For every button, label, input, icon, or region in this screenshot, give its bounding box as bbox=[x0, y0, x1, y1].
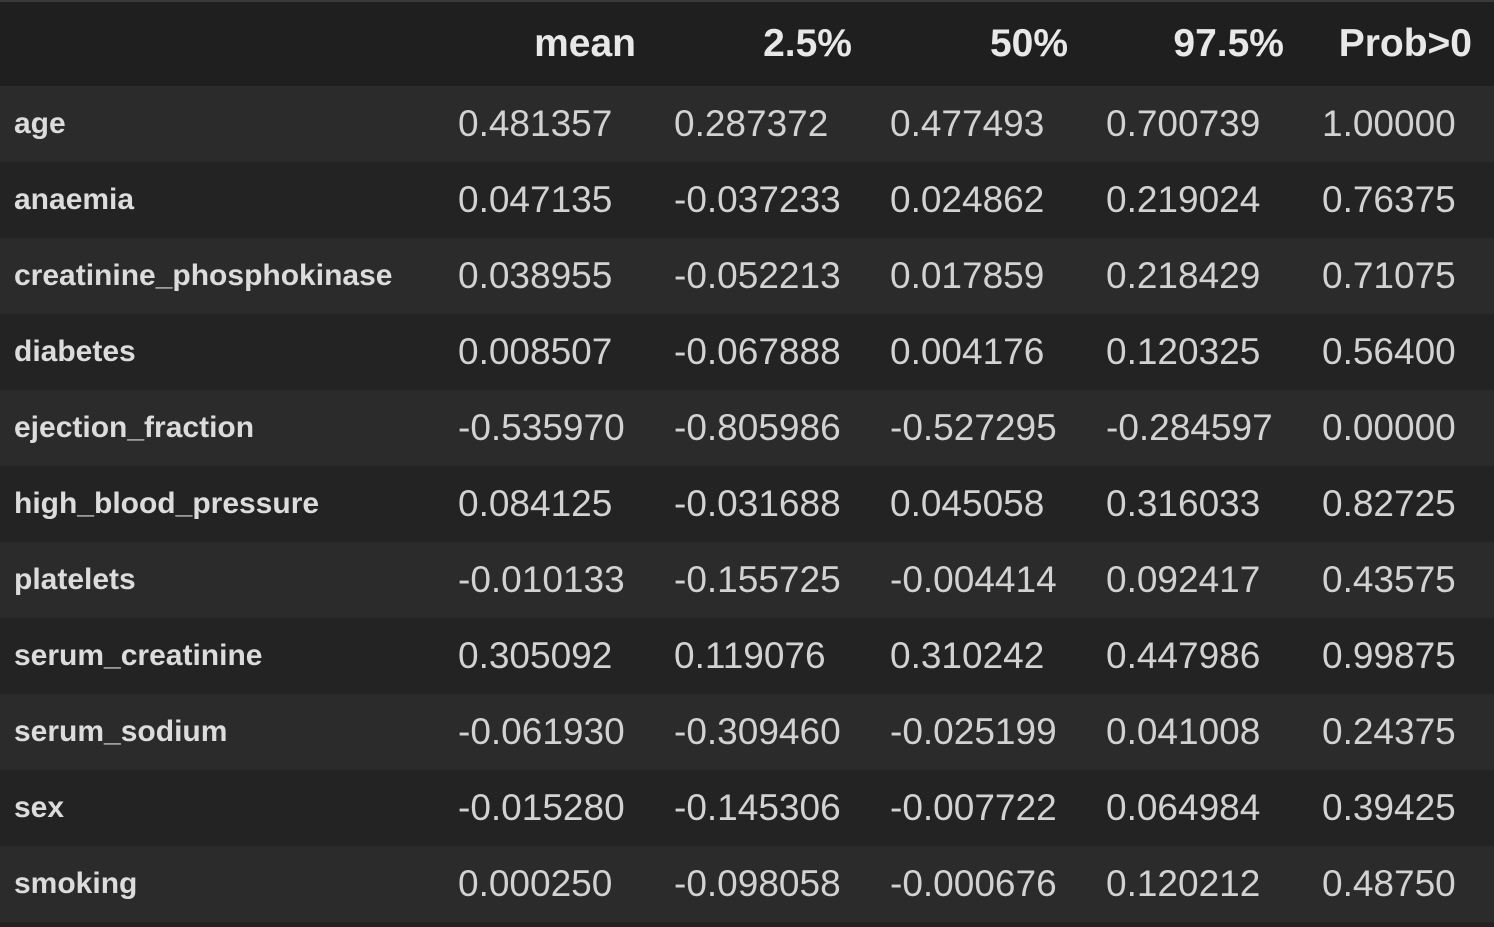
table-cell: 0.43575 bbox=[1322, 559, 1456, 600]
row-label: age bbox=[14, 107, 66, 140]
table-row: diabetes 0.008507 -0.067888 0.004176 0.12032… bbox=[0, 314, 1494, 390]
table-cell: 0.82725 bbox=[1322, 483, 1456, 524]
column-header-50pct: 50% bbox=[989, 22, 1068, 65]
table-header-row: mean 2.5% 50% 97.5% Prob>0 bbox=[0, 2, 1494, 86]
row-label: anaemia bbox=[14, 183, 135, 216]
table-cell: -0.309460 bbox=[674, 711, 841, 752]
table-cell: -0.098058 bbox=[674, 863, 841, 904]
table-cell: 0.447986 bbox=[1106, 635, 1261, 676]
row-label: serum_sodium bbox=[14, 715, 228, 748]
table-cell: -0.052213 bbox=[674, 255, 841, 296]
column-header-mean: mean bbox=[534, 22, 636, 65]
table-cell: 0.219024 bbox=[1106, 179, 1261, 220]
table-cell: 0.218429 bbox=[1106, 255, 1261, 296]
table-cell: -0.037233 bbox=[674, 179, 841, 220]
table-cell: 0.120212 bbox=[1106, 863, 1261, 904]
table-row: ejection_fraction -0.535970 -0.805986 -0.52… bbox=[0, 390, 1494, 466]
table-cell: -0.031688 bbox=[674, 483, 841, 524]
column-header-2.5pct: 2.5% bbox=[763, 22, 852, 65]
table-cell: 0.287372 bbox=[674, 103, 829, 144]
table-cell: 0.00000 bbox=[1322, 407, 1456, 448]
table-cell: 0.24375 bbox=[1322, 711, 1456, 752]
table-cell: 0.008507 bbox=[458, 331, 613, 372]
table-row: smoking 0.000250 -0.098058 -0.000676 0.12021… bbox=[0, 846, 1494, 922]
table-cell: 0.038955 bbox=[458, 255, 613, 296]
table-cell: 0.310242 bbox=[890, 635, 1045, 676]
table-cell: 0.481357 bbox=[458, 103, 613, 144]
table-row: high_blood_pressure 0.084125 -0.031688 0.04… bbox=[0, 466, 1494, 542]
table-cell: 0.71075 bbox=[1322, 255, 1456, 296]
table-cell: -0.007722 bbox=[890, 787, 1057, 828]
table-cell: 0.045058 bbox=[890, 483, 1045, 524]
row-label: ejection_fraction bbox=[14, 411, 255, 444]
row-label: serum_creatinine bbox=[14, 639, 263, 672]
table-cell: 0.700739 bbox=[1106, 103, 1261, 144]
table-cell: 0.56400 bbox=[1322, 331, 1456, 372]
row-label: high_blood_pressure bbox=[14, 487, 320, 520]
table-cell: 1.00000 bbox=[1322, 103, 1456, 144]
table-row: serum_creatinine 0.305092 0.119076 0.310242… bbox=[0, 618, 1494, 694]
table-cell: 0.004176 bbox=[890, 331, 1045, 372]
table-cell: -0.010133 bbox=[458, 559, 625, 600]
table-cell: 0.305092 bbox=[458, 635, 613, 676]
table-row: anaemia 0.047135 -0.037233 0.024862 0.219024… bbox=[0, 162, 1494, 238]
table-row: creatinine_phosphokinase 0.038955 -0.05221… bbox=[0, 238, 1494, 314]
table-cell: -0.805986 bbox=[674, 407, 841, 448]
table-cell: 0.120325 bbox=[1106, 331, 1261, 372]
table-cell: -0.061930 bbox=[458, 711, 625, 752]
table-cell: 0.316033 bbox=[1106, 483, 1261, 524]
table-cell: 0.477493 bbox=[890, 103, 1045, 144]
table-cell: 0.041008 bbox=[1106, 711, 1261, 752]
table-cell: -0.155725 bbox=[674, 559, 841, 600]
row-label: diabetes bbox=[14, 335, 136, 368]
table-cell: 0.017859 bbox=[890, 255, 1045, 296]
table-cell: 0.119076 bbox=[674, 635, 826, 676]
table-cell: -0.000676 bbox=[890, 863, 1057, 904]
row-label: smoking bbox=[14, 867, 138, 900]
row-label: creatinine_phosphokinase bbox=[14, 259, 393, 292]
table-cell: -0.145306 bbox=[674, 787, 841, 828]
table-cell: 0.064984 bbox=[1106, 787, 1261, 828]
table-cell: 0.047135 bbox=[458, 179, 613, 220]
table-cell: 0.084125 bbox=[458, 483, 613, 524]
table-cell: 0.99875 bbox=[1322, 635, 1456, 676]
table-row: platelets -0.010133 -0.155725 -0.004414 0.09… bbox=[0, 542, 1494, 618]
table-cell: -0.527295 bbox=[890, 407, 1057, 448]
table-cell: -0.067888 bbox=[674, 331, 841, 372]
table-cell: -0.284597 bbox=[1106, 407, 1273, 448]
table-cell: -0.535970 bbox=[458, 407, 625, 448]
index-header bbox=[0, 2, 442, 86]
table-cell: -0.004414 bbox=[890, 559, 1057, 600]
table-cell: 0.39425 bbox=[1322, 787, 1456, 828]
row-label: platelets bbox=[14, 563, 136, 596]
column-header-prob: Prob>0 bbox=[1338, 22, 1472, 65]
table-cell: -0.015280 bbox=[458, 787, 625, 828]
table-row: sex -0.015280 -0.145306 -0.007722 0.064984 0.… bbox=[0, 770, 1494, 846]
table-row: age 0.481357 0.287372 0.477493 0.700739 1.000… bbox=[0, 86, 1494, 162]
table-cell: 0.024862 bbox=[890, 179, 1045, 220]
table-body: age 0.481357 0.287372 0.477493 0.700739 1.000… bbox=[0, 86, 1494, 922]
table-cell: 0.76375 bbox=[1322, 179, 1456, 220]
table-cell: 0.48750 bbox=[1322, 863, 1456, 904]
row-label: sex bbox=[14, 791, 65, 824]
table-cell: -0.025199 bbox=[890, 711, 1057, 752]
table-cell: 0.092417 bbox=[1106, 559, 1261, 600]
column-header-97.5pct: 97.5% bbox=[1173, 22, 1284, 65]
table-cell: 0.000250 bbox=[458, 863, 613, 904]
table-row: serum_sodium -0.061930 -0.309460 -0.025199 0… bbox=[0, 694, 1494, 770]
